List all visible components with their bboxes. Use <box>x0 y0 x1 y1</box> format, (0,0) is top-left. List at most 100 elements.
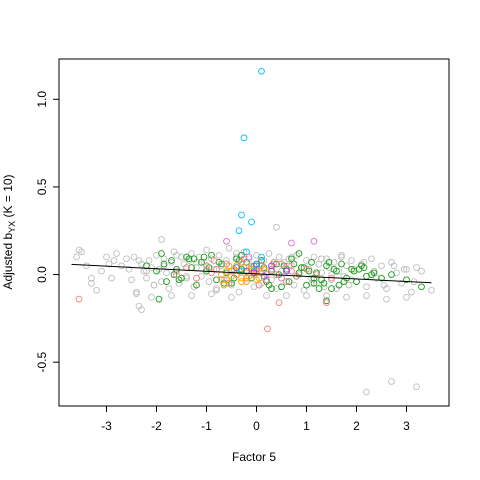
data-point-grey-41 <box>203 246 210 254</box>
data-point-grey-12 <box>128 276 135 284</box>
data-point-grey-46 <box>215 251 223 259</box>
data-point-grey-26 <box>165 285 173 292</box>
data-point-grey-120 <box>135 257 143 264</box>
data-point-green-82 <box>323 297 330 305</box>
data-point-grey-50 <box>225 244 233 252</box>
data-point-grey-105 <box>373 274 380 282</box>
data-point-grey-11 <box>123 255 130 263</box>
data-point-grey-106 <box>378 262 385 270</box>
data-point-magenta-5 <box>245 253 253 261</box>
data-point-pink-16 <box>268 265 275 273</box>
data-point-orange-16 <box>225 262 233 270</box>
data-point-grey-153 <box>228 293 235 301</box>
data-point-green-79 <box>335 281 343 289</box>
data-point-grey-99 <box>348 257 355 264</box>
data-point-green-51 <box>190 255 198 263</box>
data-point-pink-3 <box>203 262 210 270</box>
data-point-grey-45 <box>213 286 220 294</box>
y-tick-label-0: -0.5 <box>35 352 49 373</box>
data-point-grey-104 <box>368 255 375 263</box>
data-point-green-75 <box>185 255 193 263</box>
data-point-grey-33 <box>183 274 190 282</box>
data-point-green-47 <box>403 276 410 284</box>
data-point-grey-24 <box>160 255 168 263</box>
data-point-grey-113 <box>413 264 420 271</box>
data-point-grey-146 <box>400 265 408 273</box>
y-axis: -0.5 0.0 0.5 1.0 <box>35 91 60 373</box>
data-point-grey-66 <box>265 250 273 257</box>
data-point-green-77 <box>285 278 293 285</box>
data-point-grey-23 <box>158 278 165 285</box>
data-point-grey-124 <box>173 251 180 259</box>
data-point-purple-2 <box>283 267 290 275</box>
data-point-green-26 <box>278 283 285 291</box>
data-point-grey-159 <box>363 292 370 299</box>
data-point-orange-21 <box>243 278 250 285</box>
data-point-green-70 <box>350 267 358 275</box>
data-point-grey-49 <box>223 257 230 264</box>
data-point-green-10 <box>198 258 205 266</box>
data-point-orange-23 <box>220 281 228 289</box>
data-point-grey-167 <box>158 236 165 243</box>
data-point-orange-17 <box>238 278 245 285</box>
data-point-grey-128 <box>213 285 220 292</box>
data-point-grey-155 <box>283 292 290 299</box>
data-point-grey-110 <box>398 279 405 287</box>
data-point-cyan-4 <box>235 227 243 235</box>
data-point-grey-48 <box>220 276 228 284</box>
x-tick-label-0: -3 <box>101 419 112 433</box>
data-point-green-33 <box>313 269 320 277</box>
data-point-blue-0 <box>243 267 250 275</box>
data-point-grey-100 <box>350 265 358 273</box>
data-point-grey-168 <box>273 223 280 231</box>
data-point-cyan-1 <box>240 134 248 142</box>
data-point-grey-85 <box>313 279 320 287</box>
data-point-grey-156 <box>303 292 310 299</box>
data-point-green-81 <box>155 295 163 303</box>
data-point-grey-135 <box>288 253 295 261</box>
data-point-grey-0 <box>73 253 80 261</box>
data-point-green-64 <box>170 271 178 278</box>
data-point-green-49 <box>160 260 168 268</box>
data-point-grey-25 <box>163 269 170 277</box>
data-point-grey-14 <box>133 288 140 296</box>
data-point-grey-91 <box>328 276 335 284</box>
trendline-layer <box>71 263 432 284</box>
data-point-grey-86 <box>315 260 323 268</box>
data-point-grey-149 <box>148 293 155 301</box>
data-point-grey-112 <box>408 288 415 296</box>
data-point-grey-5 <box>98 267 105 275</box>
data-point-green-13 <box>213 276 220 284</box>
data-point-green-80 <box>360 264 368 271</box>
data-point-green-48 <box>418 283 425 291</box>
data-point-grey-144 <box>380 281 388 289</box>
data-point-grey-150 <box>168 292 175 299</box>
data-point-orange-1 <box>223 267 230 275</box>
data-point-green-74 <box>330 265 338 273</box>
data-point-green-63 <box>370 269 378 277</box>
y-axis-label: Adjusted bYX (K = 10) <box>1 174 17 289</box>
data-point-grey-163 <box>413 383 420 391</box>
data-point-pink-30 <box>285 262 293 270</box>
x-tick-label-3: 0 <box>253 419 260 433</box>
data-point-green-12 <box>208 251 215 259</box>
data-point-grey-160 <box>383 295 390 303</box>
data-point-grey-151 <box>188 292 195 299</box>
data-point-green-9 <box>193 281 200 289</box>
data-point-grey-2 <box>83 262 90 270</box>
data-point-grey-17 <box>143 274 150 282</box>
data-point-green-73 <box>315 285 323 292</box>
data-point-green-46 <box>388 271 395 278</box>
data-point-purple-1 <box>250 269 258 277</box>
data-point-pink-22 <box>303 265 310 273</box>
data-point-green-50 <box>175 276 183 284</box>
x-tick-label-2: -1 <box>201 419 212 433</box>
data-point-grey-30 <box>175 279 183 287</box>
x-tick-label-4: 1 <box>303 419 310 433</box>
data-point-pink-18 <box>278 260 285 268</box>
data-point-grey-158 <box>343 293 350 301</box>
data-point-green-83 <box>268 285 275 292</box>
data-point-orange-6 <box>238 274 245 282</box>
data-point-pink-25 <box>210 257 218 264</box>
